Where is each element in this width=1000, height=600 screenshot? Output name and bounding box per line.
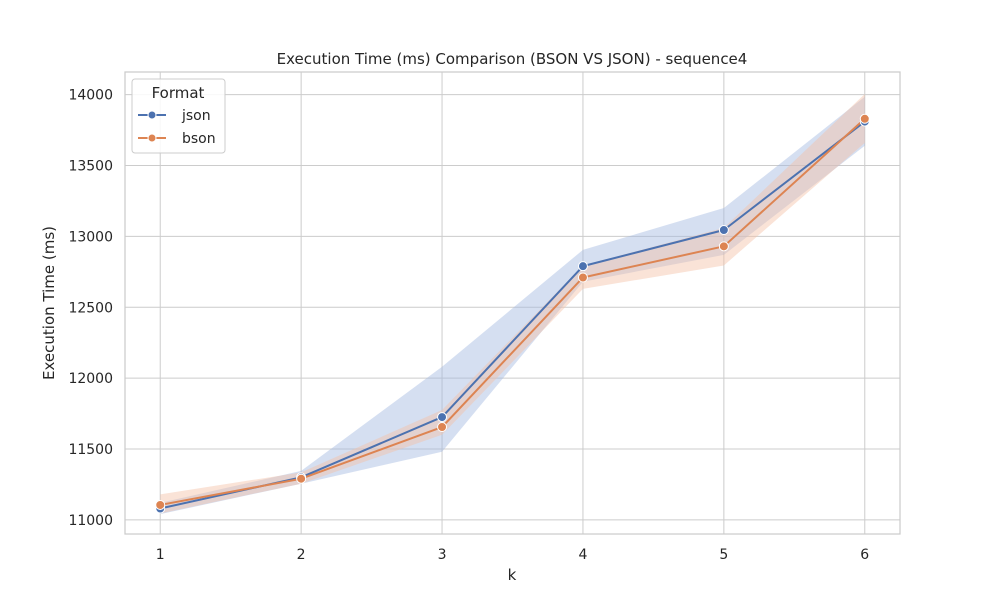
json-data-point xyxy=(718,225,729,236)
y-tick-label: 12000 xyxy=(68,371,113,387)
bson-series-line xyxy=(160,118,866,506)
x-tick-label: 5 xyxy=(719,547,728,563)
legend-bson-label: bson xyxy=(182,131,216,147)
series-line-layer xyxy=(160,118,866,510)
x-tick-label: 1 xyxy=(156,547,165,563)
plot-frame xyxy=(124,71,901,535)
y-axis-label: Execution Time (ms) xyxy=(40,226,58,380)
x-tick-label: 6 xyxy=(860,547,869,563)
json-data-point xyxy=(437,412,448,423)
y-tick-label: 11000 xyxy=(68,513,113,529)
grid-layer xyxy=(125,72,900,534)
x-axis-label: k xyxy=(508,566,517,584)
bson-data-point xyxy=(718,241,729,252)
legend-json-label: json xyxy=(181,108,211,124)
x-tick-label: 3 xyxy=(438,547,447,563)
bson-confidence-band xyxy=(160,93,865,514)
y-tick-label: 13000 xyxy=(68,229,113,245)
bson-data-point xyxy=(859,113,870,124)
legend-bson-marker xyxy=(147,133,157,143)
json-data-point xyxy=(577,261,588,272)
legend-entries: json bson xyxy=(138,108,216,147)
tick-label-layer: 11000 11500 12000 12500 13000 13500 14000 1 2 3 4 5… xyxy=(68,88,869,563)
y-tick-label: 14000 xyxy=(68,88,113,104)
confidence-band-layer xyxy=(160,93,865,515)
bson-data-point xyxy=(296,473,307,484)
bson-data-point xyxy=(437,422,448,433)
y-tick-label: 13500 xyxy=(68,159,113,175)
json-confidence-band xyxy=(160,96,865,515)
legend: Format json bson xyxy=(131,78,226,154)
bson-data-point xyxy=(577,272,588,283)
y-tick-label: 11500 xyxy=(68,442,113,458)
legend-title: Format xyxy=(152,84,205,102)
x-tick-label: 4 xyxy=(578,547,587,563)
x-tick-label: 2 xyxy=(297,547,306,563)
series-marker-layer xyxy=(155,113,870,514)
legend-box xyxy=(131,78,226,154)
y-tick-label: 12500 xyxy=(68,300,113,316)
chart-title: Execution Time (ms) Comparison (BSON VS … xyxy=(277,50,748,68)
bson-data-point xyxy=(155,499,166,510)
legend-json-marker xyxy=(147,110,157,120)
